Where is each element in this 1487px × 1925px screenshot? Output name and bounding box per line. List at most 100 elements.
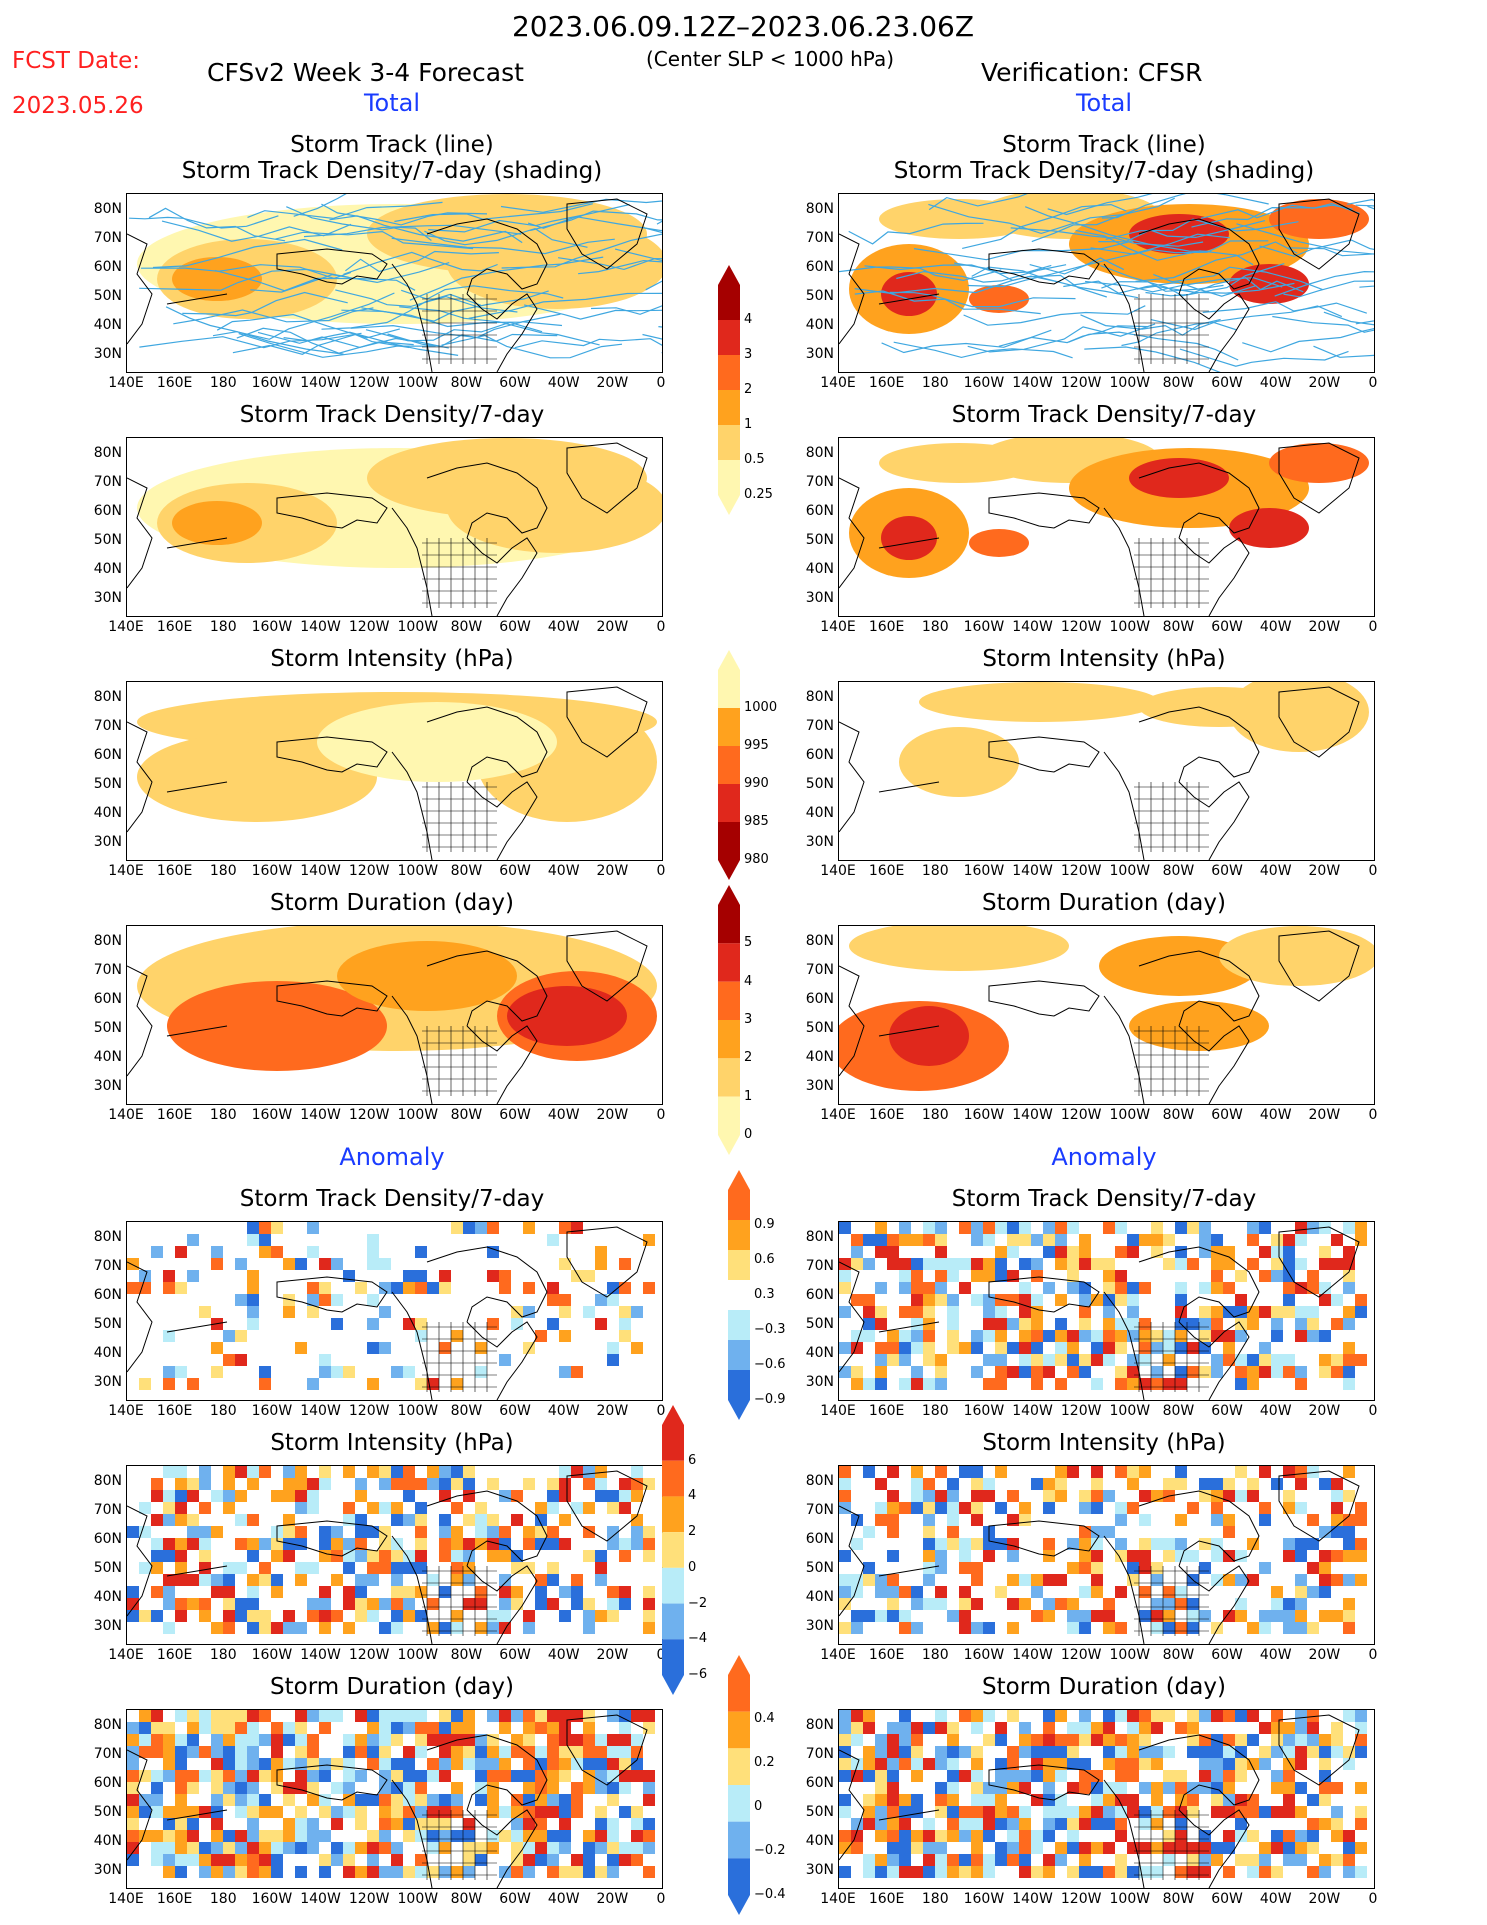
anomaly-cell [1259, 1342, 1271, 1354]
colorbar-label: 2 [688, 1524, 697, 1540]
anomaly-cell [899, 1710, 911, 1722]
anomaly-cell [1079, 1330, 1091, 1342]
anomaly-cell [631, 1734, 643, 1746]
anomaly-cell [983, 1622, 995, 1634]
anomaly-cell [235, 1794, 247, 1806]
anomaly-cell [971, 1478, 983, 1490]
map-track-forecast [126, 193, 663, 373]
anomaly-cell [851, 1758, 863, 1770]
title-track-line-r: Storm Track (line) [1002, 132, 1206, 158]
storm-track-line [527, 216, 662, 232]
anomaly-cell [439, 1866, 451, 1878]
colorbar-arrow-top [728, 1655, 750, 1675]
anomaly-cell [1055, 1258, 1067, 1270]
anomaly-cell [247, 1758, 259, 1770]
anomaly-cell [1331, 1514, 1343, 1526]
anomaly-cell [559, 1490, 571, 1502]
lon-tick-label: 100W [397, 863, 439, 879]
anomaly-cell [1127, 1478, 1139, 1490]
lat-tick-label: 30N [93, 1862, 122, 1878]
anomaly-cell [307, 1610, 319, 1622]
anomaly-cell [1295, 1758, 1307, 1770]
colorbar-segment [718, 746, 740, 784]
anomaly-cell [511, 1586, 523, 1598]
anomaly-cell [523, 1794, 535, 1806]
anomaly-cell [1319, 1526, 1331, 1538]
shading-area [919, 682, 1159, 722]
lat-tick-label: 70N [93, 474, 122, 490]
fcst-label: FCST Date: [12, 48, 140, 74]
anomaly-cell [983, 1354, 995, 1366]
anomaly-cell [887, 1746, 899, 1758]
anomaly-cell [1127, 1366, 1139, 1378]
lon-tick-label: 20W [596, 375, 629, 391]
anomaly-cell [1103, 1330, 1115, 1342]
storm-track-line [1272, 315, 1374, 333]
lon-tick-label: 120W [348, 863, 390, 879]
anomaly-cell [259, 1622, 271, 1634]
lat-tick-label: 70N [93, 1258, 122, 1274]
anomaly-cell [199, 1806, 211, 1818]
anomaly-cell [547, 1794, 559, 1806]
anomaly-cell [1163, 1378, 1175, 1390]
anomaly-cell [1283, 1306, 1295, 1318]
anomaly-cell [559, 1866, 571, 1878]
anomaly-cell [175, 1866, 187, 1878]
anomaly-cell [1079, 1538, 1091, 1550]
lon-tick-label: 140E [108, 863, 144, 879]
anomaly-cell [1283, 1734, 1295, 1746]
colorbar-label: 4 [744, 312, 753, 327]
anomaly-cell [839, 1758, 851, 1770]
lon-tick-label: 140W [1012, 1647, 1053, 1663]
anomaly-cell [295, 1258, 307, 1270]
anomaly-cell [1295, 1234, 1307, 1246]
anomaly-cell [643, 1478, 655, 1490]
anomaly-cell [851, 1842, 863, 1854]
anomaly-cell [1151, 1330, 1163, 1342]
anomaly-cell [959, 1746, 971, 1758]
lon-tick-label: 180 [209, 1403, 237, 1419]
anomaly-cell [839, 1258, 851, 1270]
anomaly-cell [1223, 1478, 1235, 1490]
anomaly-cell [911, 1490, 923, 1502]
anomaly-cell [415, 1478, 427, 1490]
anomaly-cell [1031, 1746, 1043, 1758]
anomaly-cell [643, 1842, 655, 1854]
anomaly-cell [1079, 1622, 1091, 1634]
anomaly-cell [187, 1854, 199, 1866]
anomaly-cell [595, 1610, 607, 1622]
lon-tick-label: 140W [1012, 1891, 1053, 1907]
lon-tick-label: 80W [1162, 1647, 1195, 1663]
anomaly-cell [1295, 1710, 1307, 1722]
lat-tick-label: 40N [93, 1589, 122, 1605]
anomaly-cell [1343, 1222, 1355, 1234]
anomaly-cell [403, 1366, 415, 1378]
lat-tick-label: 40N [805, 317, 834, 333]
anomaly-cell [971, 1622, 983, 1634]
anomaly-cell [643, 1770, 655, 1782]
anomaly-cell [151, 1710, 163, 1722]
anomaly-cell [1103, 1818, 1115, 1830]
anomaly-cell [1007, 1622, 1019, 1634]
anomaly-cell [271, 1842, 283, 1854]
anomaly-cell [523, 1710, 535, 1722]
coastline [276, 1764, 388, 1801]
anomaly-cell [175, 1562, 187, 1574]
lat-tick-label: 30N [805, 1618, 834, 1634]
anomaly-cell [887, 1842, 899, 1854]
anomaly-cell [607, 1818, 619, 1830]
anomaly-cell [863, 1866, 875, 1878]
section-anomaly-left: Anomaly [339, 1143, 445, 1171]
title-intensity-r: Storm Intensity (hPa) [982, 646, 1226, 672]
anomaly-cell [1043, 1794, 1055, 1806]
anomaly-cell [839, 1586, 851, 1598]
anomaly-cell [163, 1538, 175, 1550]
anomaly-cell [1163, 1342, 1175, 1354]
anomaly-cell [1271, 1710, 1283, 1722]
anomaly-cell [1043, 1806, 1055, 1818]
anomaly-cell [1295, 1782, 1307, 1794]
anomaly-cell [1079, 1526, 1091, 1538]
anomaly-cell [1283, 1538, 1295, 1550]
anomaly-cell [367, 1502, 379, 1514]
anomaly-cell [235, 1562, 247, 1574]
